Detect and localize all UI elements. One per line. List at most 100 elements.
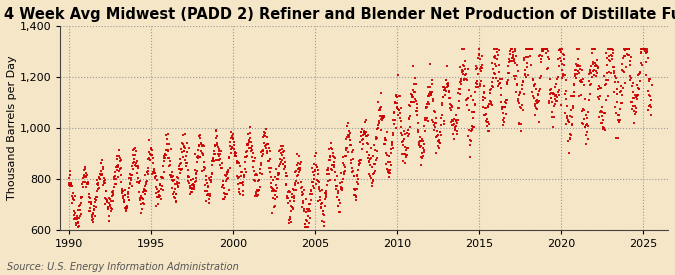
Point bbox=[622, 47, 633, 51]
Point bbox=[541, 47, 552, 51]
Point bbox=[473, 47, 484, 51]
Point bbox=[501, 81, 512, 86]
Point bbox=[469, 102, 480, 106]
Point bbox=[92, 178, 103, 183]
Point bbox=[324, 147, 335, 151]
Point bbox=[313, 199, 324, 204]
Point bbox=[396, 119, 406, 123]
Point bbox=[392, 106, 402, 110]
Point bbox=[465, 94, 476, 99]
Point bbox=[441, 82, 452, 86]
Point bbox=[551, 98, 562, 103]
Point bbox=[88, 211, 99, 215]
Point bbox=[146, 147, 157, 151]
Point bbox=[304, 207, 315, 211]
Point bbox=[516, 103, 527, 107]
Point bbox=[183, 174, 194, 178]
Point bbox=[423, 119, 433, 123]
Point bbox=[488, 84, 499, 89]
Point bbox=[178, 144, 189, 148]
Point bbox=[97, 172, 108, 177]
Point bbox=[580, 123, 591, 128]
Point bbox=[391, 94, 402, 98]
Point bbox=[597, 104, 608, 109]
Point bbox=[566, 94, 576, 98]
Point bbox=[493, 63, 504, 67]
Point bbox=[134, 179, 144, 184]
Point bbox=[594, 114, 605, 119]
Point bbox=[95, 172, 105, 176]
Point bbox=[181, 164, 192, 168]
Point bbox=[585, 71, 596, 75]
Point bbox=[522, 47, 533, 51]
Point bbox=[393, 107, 404, 111]
Point bbox=[643, 56, 653, 60]
Point bbox=[242, 141, 253, 146]
Point bbox=[261, 127, 271, 131]
Point bbox=[626, 83, 637, 88]
Point bbox=[74, 203, 85, 207]
Point bbox=[616, 89, 626, 93]
Point bbox=[349, 187, 360, 191]
Point bbox=[632, 73, 643, 78]
Point bbox=[502, 79, 512, 84]
Point bbox=[284, 221, 295, 225]
Point bbox=[583, 124, 594, 128]
Point bbox=[271, 188, 281, 193]
Point bbox=[410, 82, 421, 87]
Point bbox=[581, 142, 592, 146]
Point bbox=[300, 221, 310, 226]
Point bbox=[119, 188, 130, 192]
Point bbox=[637, 47, 648, 51]
Point bbox=[508, 55, 518, 59]
Point bbox=[343, 128, 354, 133]
Point bbox=[553, 93, 564, 97]
Point bbox=[504, 49, 515, 53]
Point bbox=[117, 194, 128, 198]
Point bbox=[554, 64, 564, 68]
Point bbox=[288, 196, 299, 200]
Point bbox=[195, 155, 206, 160]
Point bbox=[471, 67, 482, 72]
Point bbox=[351, 194, 362, 198]
Point bbox=[460, 72, 470, 77]
Point bbox=[408, 87, 418, 92]
Point bbox=[223, 188, 234, 192]
Point bbox=[411, 109, 422, 113]
Point bbox=[533, 99, 544, 104]
Point bbox=[531, 105, 542, 110]
Point bbox=[245, 145, 256, 150]
Point bbox=[319, 219, 329, 224]
Point bbox=[542, 47, 553, 51]
Point bbox=[101, 189, 112, 194]
Point bbox=[599, 111, 610, 115]
Point bbox=[217, 183, 228, 188]
Point bbox=[413, 142, 424, 146]
Point bbox=[645, 103, 655, 107]
Point bbox=[518, 56, 529, 60]
Point bbox=[112, 154, 123, 159]
Point bbox=[441, 88, 452, 93]
Point bbox=[401, 155, 412, 159]
Point bbox=[91, 198, 102, 202]
Point bbox=[227, 145, 238, 149]
Y-axis label: Thousand Barrels per Day: Thousand Barrels per Day bbox=[7, 56, 17, 200]
Point bbox=[477, 98, 488, 102]
Point bbox=[444, 90, 455, 94]
Point bbox=[604, 58, 615, 62]
Point bbox=[463, 134, 474, 138]
Point bbox=[112, 165, 123, 169]
Point bbox=[276, 153, 287, 157]
Point bbox=[359, 129, 370, 134]
Point bbox=[596, 114, 607, 119]
Point bbox=[208, 157, 219, 162]
Point bbox=[500, 104, 510, 109]
Point bbox=[497, 123, 508, 127]
Point bbox=[286, 220, 297, 225]
Point bbox=[101, 197, 111, 202]
Point bbox=[626, 55, 637, 60]
Point bbox=[601, 56, 612, 60]
Point bbox=[625, 62, 636, 67]
Point bbox=[642, 49, 653, 54]
Point bbox=[277, 162, 288, 167]
